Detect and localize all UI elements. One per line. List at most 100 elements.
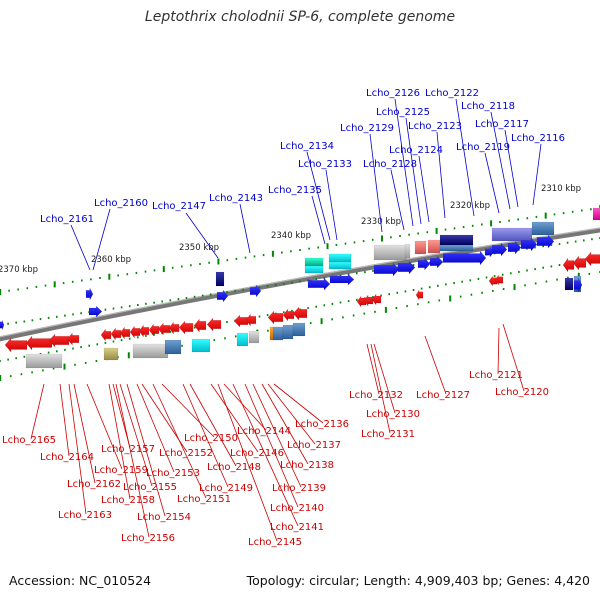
minor-tick (542, 266, 544, 269)
gene-arrow (119, 326, 131, 340)
gene-arrow (48, 333, 70, 348)
gene-label: Lcho_2131 (361, 429, 415, 440)
minor-tick (47, 316, 50, 319)
callout-line (210, 383, 259, 453)
minor-tick (412, 264, 415, 266)
callout-line (436, 131, 446, 219)
minor-tick (213, 339, 216, 342)
map-title: Leptothrix cholodnii SP-6, complete geno… (144, 9, 456, 25)
minor-tick (128, 337, 131, 340)
minor-tick (534, 282, 537, 285)
minor-tick (90, 278, 92, 281)
major-tick (53, 281, 56, 288)
minor-tick (331, 318, 333, 321)
gene-label: Lcho_2139 (272, 483, 326, 494)
callout-line (161, 383, 215, 438)
gene-block (414, 240, 427, 255)
minor-tick (283, 311, 285, 314)
callout-line (182, 383, 229, 488)
minor-tick (226, 259, 229, 262)
minor-tick (566, 241, 569, 244)
minor-tick (374, 310, 376, 313)
minor-tick (323, 277, 326, 279)
gene-arrow (371, 293, 382, 306)
gene-block (304, 265, 324, 274)
gene-arrow (417, 257, 431, 271)
minor-tick (308, 247, 310, 250)
gene-label: Lcho_2133 (298, 159, 352, 170)
gene-block (531, 221, 555, 236)
gene-arrow (488, 275, 498, 287)
minor-tick (299, 249, 301, 251)
gene-arrow (584, 251, 600, 267)
minor-tick (583, 239, 585, 242)
callout-line (152, 383, 207, 499)
gene-label: Lcho_2154 (137, 512, 191, 523)
callout-line (189, 383, 237, 467)
minor-tick (581, 209, 583, 212)
gene-block (564, 277, 574, 291)
gene-arrow (148, 323, 160, 337)
scale-label: 2350 kbp (179, 243, 219, 253)
minor-tick (492, 289, 494, 292)
gene-label: Lcho_2164 (40, 452, 94, 463)
gene-label: Lcho_2147 (152, 201, 206, 212)
minor-tick (353, 241, 356, 244)
callout-line (373, 343, 396, 414)
minor-tick (344, 242, 347, 245)
minor-tick (226, 291, 228, 294)
callout-line (92, 208, 111, 271)
minor-tick (380, 294, 382, 297)
gene-label: Lcho_2132 (349, 390, 403, 401)
callout-line (532, 143, 542, 206)
minor-tick (281, 251, 283, 254)
gene-label: Lcho_2152 (159, 448, 213, 459)
callout-line (232, 383, 299, 527)
callout-line (261, 383, 309, 465)
gene-label: Lcho_2116 (511, 133, 565, 144)
gene-block (427, 239, 441, 254)
callout-line (504, 129, 519, 208)
minor-tick (47, 351, 50, 354)
minor-tick (224, 337, 226, 340)
callout-line (369, 133, 383, 233)
minor-tick (235, 257, 238, 260)
gene-block (282, 324, 294, 340)
minor-tick (8, 289, 10, 292)
minor-tick (502, 288, 505, 290)
callout-line (418, 155, 430, 223)
minor-tick (15, 321, 17, 324)
gene-block (164, 339, 182, 355)
gene-label: Lcho_2120 (495, 387, 549, 398)
major-tick (63, 363, 66, 370)
minor-tick (363, 312, 366, 315)
major-tick (127, 352, 130, 359)
minor-tick (291, 281, 293, 284)
minor-tick (459, 295, 462, 298)
minor-tick (562, 212, 565, 215)
gene-arrow (206, 317, 222, 332)
callout-line (370, 343, 391, 434)
gene-block (25, 353, 63, 369)
gene-arrow (88, 305, 103, 318)
callout-line (185, 212, 219, 259)
callout-line (311, 195, 326, 245)
gene-arrow (193, 318, 207, 333)
minor-tick (567, 276, 569, 279)
gene-arrow (25, 335, 53, 351)
gene-label: Lcho_2156 (121, 533, 175, 544)
minor-tick (71, 280, 74, 283)
minor-tick (372, 269, 374, 272)
gene-arrow (245, 313, 257, 327)
accession-text: Accession: NC_010524 (9, 573, 152, 588)
minor-tick (323, 304, 326, 307)
callout-line (502, 323, 525, 392)
callout-line (30, 383, 45, 440)
minor-tick (307, 307, 309, 310)
major-tick (435, 227, 438, 234)
minor-tick (508, 219, 510, 222)
minor-tick (426, 231, 429, 234)
gene-arrow (491, 242, 508, 257)
gene-block (304, 257, 324, 267)
minor-tick (558, 242, 561, 245)
